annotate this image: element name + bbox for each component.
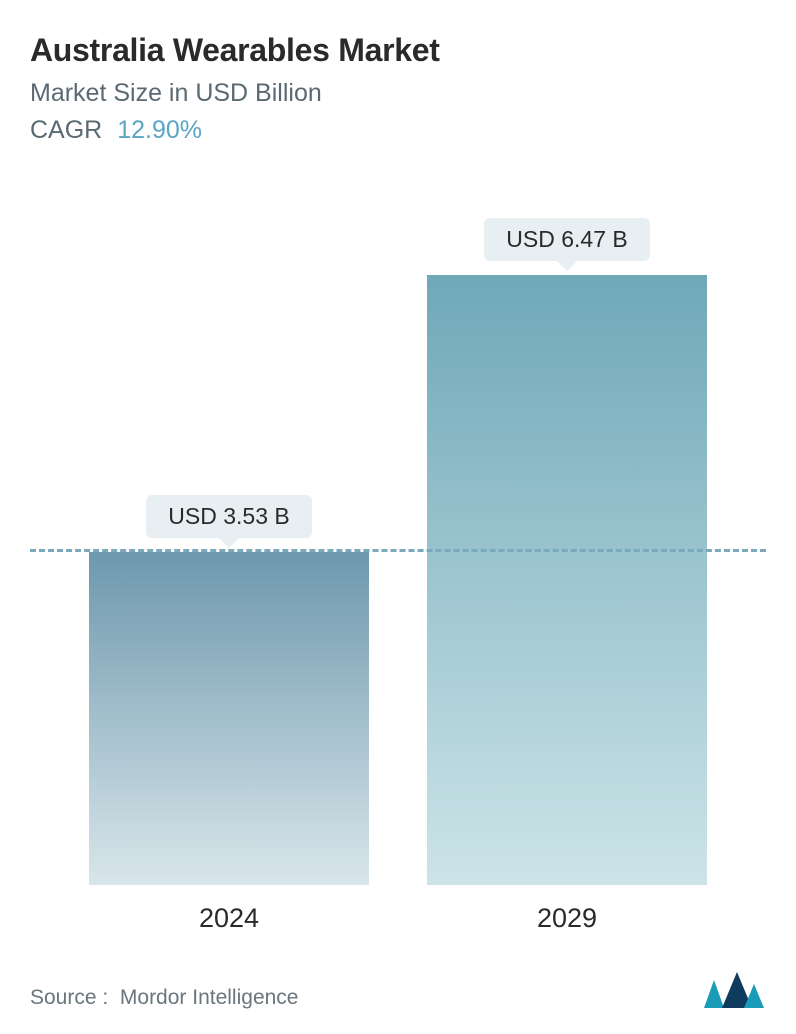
- bar: [427, 275, 707, 885]
- x-axis-label: 2029: [427, 903, 707, 934]
- cagr-value: 12.90%: [117, 116, 202, 144]
- chart-plot-area: USD 3.53 B USD 6.47 B: [30, 165, 766, 885]
- x-axis-labels: 2024 2029: [30, 885, 766, 934]
- bar-value-label: USD 6.47 B: [484, 218, 649, 261]
- bars-container: USD 3.53 B USD 6.47 B: [30, 165, 766, 885]
- source-label: Source :: [30, 986, 108, 1009]
- chart-footer: Source : Mordor Intelligence: [30, 970, 766, 1010]
- x-axis-label: 2024: [89, 903, 369, 934]
- bar-group: USD 3.53 B: [89, 495, 369, 885]
- cagr-row: CAGR 12.90%: [30, 116, 766, 145]
- bar-value-label: USD 3.53 B: [146, 495, 311, 538]
- reference-line: [30, 549, 766, 552]
- mordor-logo-icon: [702, 970, 766, 1010]
- bar: [89, 552, 369, 885]
- chart-title: Australia Wearables Market: [30, 32, 766, 69]
- cagr-label: CAGR: [30, 116, 102, 144]
- source-value: Mordor Intelligence: [120, 986, 299, 1009]
- chart-subtitle: Market Size in USD Billion: [30, 79, 766, 108]
- source-attribution: Source : Mordor Intelligence: [30, 986, 298, 1010]
